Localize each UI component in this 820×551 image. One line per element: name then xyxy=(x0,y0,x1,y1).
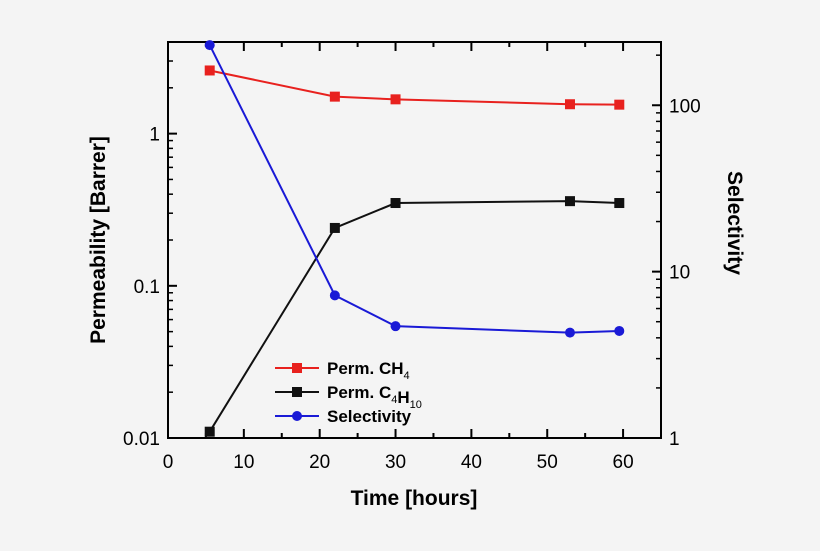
data-point-perm-ch4 xyxy=(204,65,215,76)
legend-text-part: Selectivity xyxy=(327,407,412,426)
ticks-layer: 0 10 20 30 40 50 60 0.01 0.1 1 1 10 100 xyxy=(123,41,701,473)
x-tick-label-50: 50 xyxy=(537,452,558,473)
data-point-perm-ch4 xyxy=(329,91,340,102)
data-point-selectivity xyxy=(329,290,340,301)
y-axis-left-title: Permeability [Barrer] xyxy=(87,136,110,344)
x-tick-label-60: 60 xyxy=(613,452,634,473)
legend-text-part: H xyxy=(397,388,409,407)
series-line-selectivity xyxy=(208,44,620,334)
data-point-selectivity xyxy=(564,327,575,338)
y-left-tick-label-0.01: 0.01 xyxy=(123,429,160,450)
legend-label-perm-c4h10: Perm. C4H10 xyxy=(327,383,422,411)
data-point-selectivity xyxy=(204,40,215,51)
y-right-tick-label-1: 1 xyxy=(669,429,680,450)
series-line-perm-ch4 xyxy=(209,69,620,106)
legend-marker-perm-ch4 xyxy=(292,363,302,373)
data-point-perm-c4h10 xyxy=(614,198,625,209)
series-line-perm-c4h10 xyxy=(208,200,620,433)
legend-text-part: Perm. C xyxy=(327,383,391,402)
y-left-tick-label-1: 1 xyxy=(149,125,160,146)
data-point-perm-ch4 xyxy=(564,99,575,110)
x-axis-title: Time [hours] xyxy=(351,487,478,510)
data-point-selectivity xyxy=(614,325,625,336)
legend-marker-perm-c4h10 xyxy=(292,387,302,397)
data-point-selectivity xyxy=(390,321,401,332)
x-tick-label-0: 0 xyxy=(163,452,174,473)
data-point-perm-c4h10 xyxy=(390,198,401,209)
data-point-perm-c4h10 xyxy=(204,426,215,437)
y-left-tick-label-0.1: 0.1 xyxy=(134,277,160,298)
x-tick-label-10: 10 xyxy=(233,452,254,473)
legend-text-part: Perm. CH xyxy=(327,359,404,378)
y-right-tick-label-100: 100 xyxy=(669,96,701,117)
legend-label-selectivity: Selectivity xyxy=(327,407,412,426)
x-tick-label-20: 20 xyxy=(309,452,330,473)
x-tick-label-40: 40 xyxy=(461,452,482,473)
data-point-perm-c4h10 xyxy=(329,222,340,233)
data-point-perm-ch4 xyxy=(614,99,625,110)
series-layer xyxy=(204,40,625,437)
y-axis-right-title: Selectivity xyxy=(723,171,746,275)
legend-subscript: 4 xyxy=(404,370,410,382)
data-point-perm-c4h10 xyxy=(564,196,575,207)
data-point-perm-ch4 xyxy=(390,94,401,105)
y-right-tick-label-10: 10 xyxy=(669,263,690,284)
legend-subscript: 4 xyxy=(391,394,397,406)
legend-marker-selectivity xyxy=(292,411,302,421)
x-tick-label-30: 30 xyxy=(385,452,406,473)
legend-label-perm-ch4: Perm. CH4 xyxy=(327,359,410,382)
legend-subscript: 10 xyxy=(410,399,422,411)
